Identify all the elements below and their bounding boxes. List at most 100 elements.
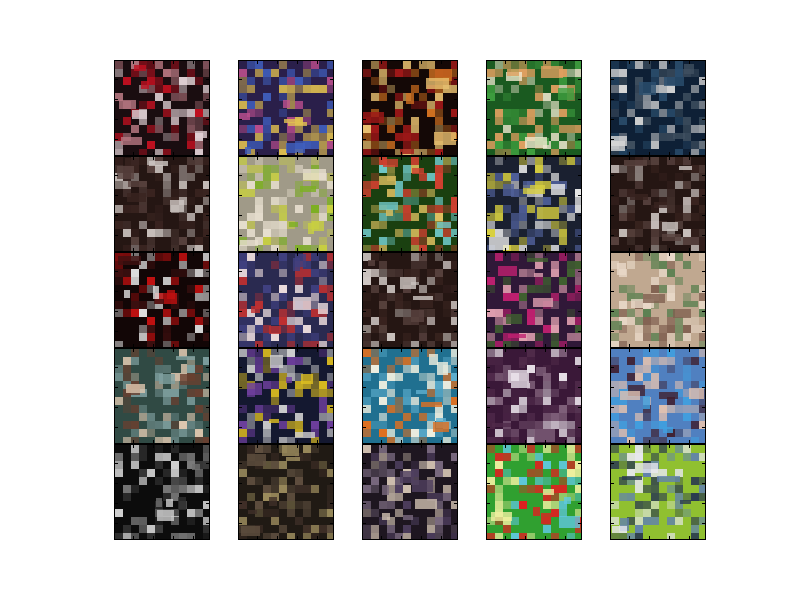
axis-tick [611,407,614,408]
axis-tick [578,139,581,140]
axis-tick [505,536,506,539]
axis-tick [381,248,382,251]
axis-tick [193,253,194,256]
axis-tick [611,99,614,100]
axis-tick [317,253,318,256]
axis-tick [545,440,546,443]
axis-tick [381,61,382,64]
axis-tick [153,248,154,251]
thumbnail-r3-c4 [486,252,582,348]
axis-tick [545,248,546,251]
axis-tick [505,253,506,256]
axis-tick [401,445,402,448]
axis-tick [239,195,242,196]
axis-tick [545,152,546,155]
axis-tick [441,440,442,443]
axis-tick [239,387,242,388]
axis-tick [669,61,670,64]
thumbnail-r3-c5 [610,252,706,348]
axis-tick [257,440,258,443]
axis-tick [487,331,490,332]
axis-tick [454,195,457,196]
axis-tick [330,463,333,464]
thumbnail-r1-c5 [610,60,706,156]
thumbnail-r2-c2 [238,156,334,252]
axis-tick [363,271,366,272]
axis-tick [689,248,690,251]
axis-tick [193,248,194,251]
axis-tick [206,79,209,80]
axis-tick [441,152,442,155]
axis-tick [133,61,134,64]
axis-tick [363,215,366,216]
axis-tick [505,440,506,443]
axis-tick [330,291,333,292]
axis-tick [669,536,670,539]
axis-tick [611,331,614,332]
axis-tick [487,367,490,368]
axis-tick [115,503,118,504]
axis-tick [629,248,630,251]
axis-tick [649,152,650,155]
axis-tick [330,503,333,504]
axis-tick [689,349,690,352]
axis-tick [115,407,118,408]
axis-tick [239,291,242,292]
axis-tick [330,483,333,484]
axis-tick [153,445,154,448]
axis-tick [363,119,366,120]
axis-tick [206,483,209,484]
axis-tick [193,349,194,352]
axis-tick [115,271,118,272]
axis-tick [239,235,242,236]
thumbnail-image [611,253,705,347]
axis-tick [401,152,402,155]
axis-tick [565,157,566,160]
axis-tick [206,331,209,332]
axis-tick [421,536,422,539]
axis-tick [611,291,614,292]
thumbnail-r2-c1 [114,156,210,252]
axis-tick [206,119,209,120]
axis-tick [317,248,318,251]
axis-tick [115,215,118,216]
axis-tick [702,139,705,140]
axis-tick [115,367,118,368]
axis-tick [611,387,614,388]
axis-tick [239,311,242,312]
axis-tick [239,99,242,100]
axis-tick [689,253,690,256]
axis-tick [487,523,490,524]
axis-tick [578,503,581,504]
axis-tick [689,61,690,64]
axis-tick [702,99,705,100]
axis-tick [277,440,278,443]
axis-tick [363,387,366,388]
axis-tick [239,331,242,332]
axis-tick [487,463,490,464]
axis-tick [487,139,490,140]
axis-tick [545,157,546,160]
axis-tick [454,463,457,464]
axis-tick [649,248,650,251]
axis-tick [330,79,333,80]
axis-tick [363,291,366,292]
axis-tick [133,248,134,251]
axis-tick [173,344,174,347]
axis-tick [629,152,630,155]
axis-tick [441,61,442,64]
axis-tick [702,523,705,524]
axis-tick [206,503,209,504]
axis-tick [487,427,490,428]
axis-tick [578,427,581,428]
axis-tick [611,523,614,524]
thumbnail-r1-c1 [114,60,210,156]
axis-tick [206,139,209,140]
axis-tick [669,253,670,256]
axis-tick [401,157,402,160]
axis-tick [578,463,581,464]
axis-tick [487,79,490,80]
axis-tick [115,175,118,176]
axis-tick [206,235,209,236]
